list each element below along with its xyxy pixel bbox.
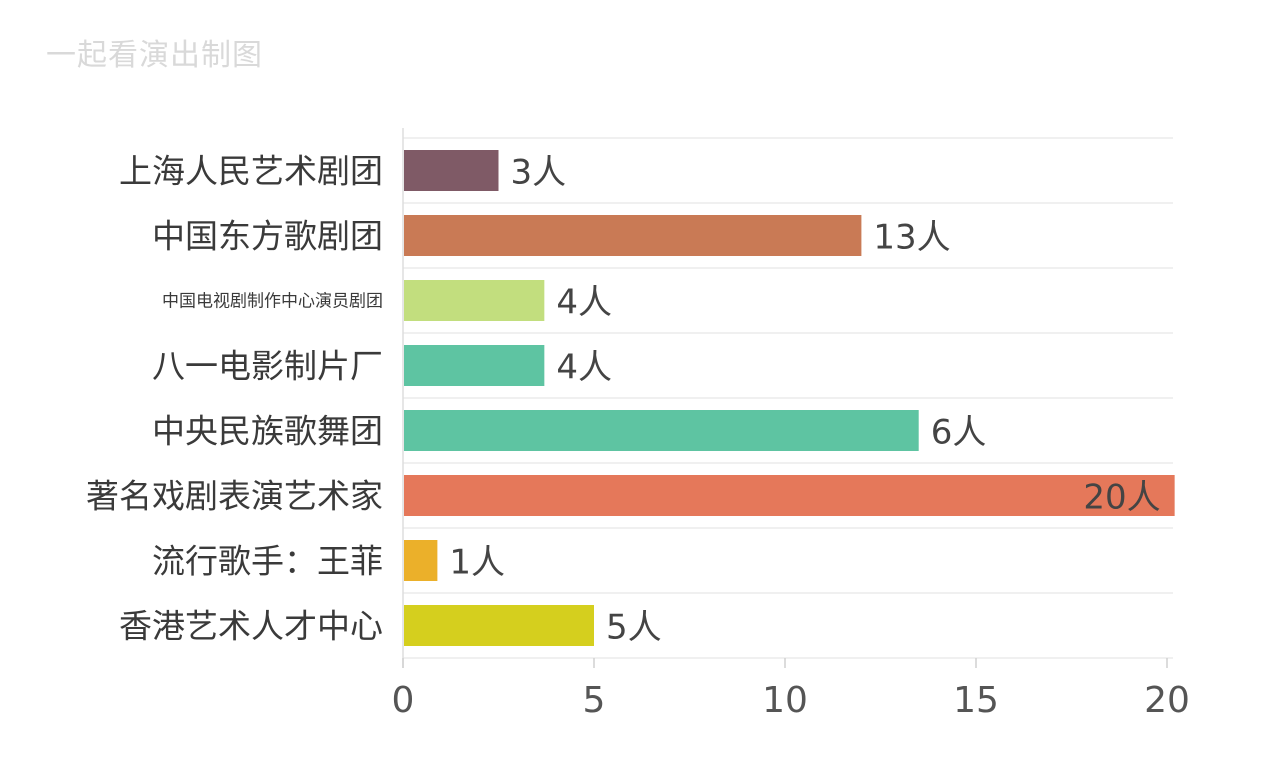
data-label: 4人 xyxy=(556,348,612,388)
x-tick-label: 5 xyxy=(583,680,606,721)
category-label: 八一电影制片厂 xyxy=(152,347,383,386)
data-label: 4人 xyxy=(556,283,612,323)
bar xyxy=(404,605,594,646)
bar xyxy=(404,475,1175,516)
x-tick-label: 15 xyxy=(953,680,999,721)
bar xyxy=(404,280,545,321)
category-label: 上海人民艺术剧团 xyxy=(119,152,383,191)
category-label: 著名戏剧表演艺术家 xyxy=(86,477,383,516)
watermark: 一起看演出制图 xyxy=(46,38,263,73)
category-label: 流行歌手：王菲 xyxy=(152,542,383,581)
bar xyxy=(404,540,438,581)
data-label: 13人 xyxy=(873,218,950,258)
category-label: 中国东方歌剧团 xyxy=(152,217,383,256)
data-label: 6人 xyxy=(931,413,987,453)
x-tick-label: 0 xyxy=(392,680,415,721)
x-tick-label: 10 xyxy=(762,680,808,721)
bar xyxy=(404,150,499,191)
data-label: 20人 xyxy=(1083,478,1160,518)
data-label: 5人 xyxy=(606,608,662,648)
category-label: 香港艺术人才中心 xyxy=(119,607,383,646)
category-label: 中央民族歌舞团 xyxy=(152,412,383,451)
bar xyxy=(404,410,919,451)
bar xyxy=(404,345,545,386)
data-label: 1人 xyxy=(449,543,505,583)
bar xyxy=(404,215,862,256)
category-label: 中国电视剧制作中心演员剧团 xyxy=(162,292,383,312)
data-label: 3人 xyxy=(511,153,567,193)
x-tick-label: 20 xyxy=(1144,680,1190,721)
